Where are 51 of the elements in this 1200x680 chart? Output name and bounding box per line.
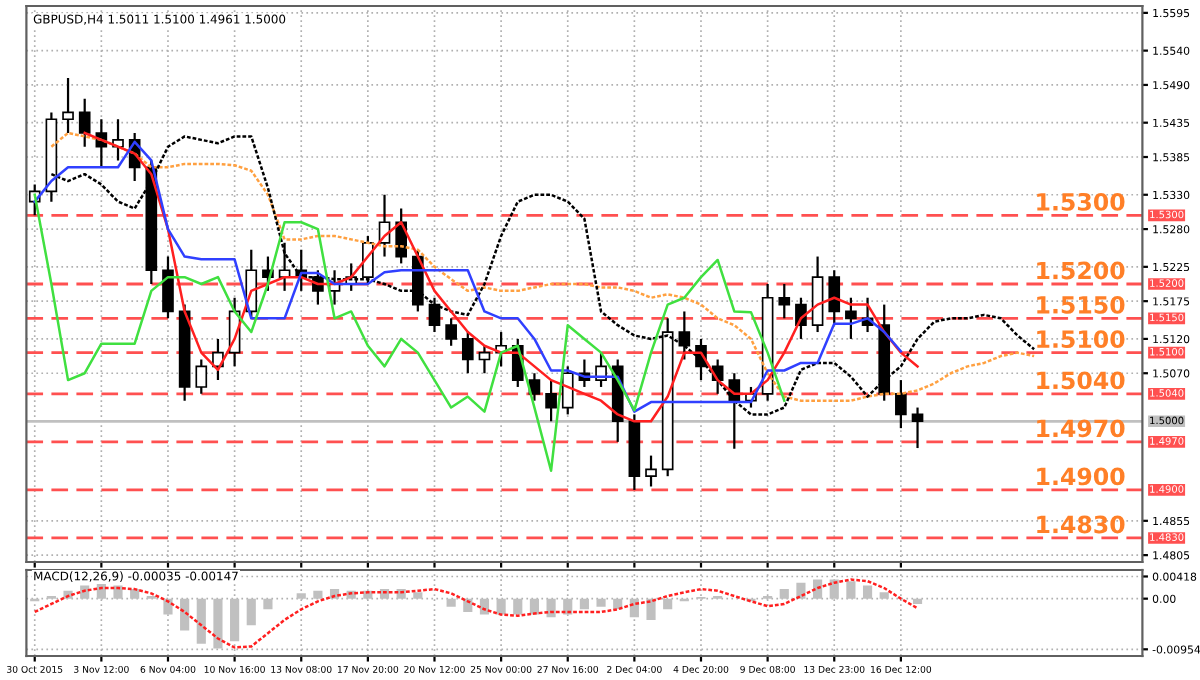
bar [779, 589, 789, 599]
candlestick [461, 330, 474, 375]
ref-line-label: 1.4900 [1037, 467, 1125, 486]
line-series [33, 578, 919, 649]
bar [579, 598, 589, 610]
bar [196, 598, 206, 644]
candlestick [561, 365, 574, 416]
candlestick [162, 255, 174, 320]
candlestick [845, 296, 857, 341]
bar [113, 585, 123, 599]
bar [230, 598, 240, 642]
bar [846, 581, 856, 599]
candlestick [778, 282, 791, 320]
candlestick [478, 344, 491, 375]
bar [313, 590, 323, 599]
candlestick [895, 378, 907, 430]
bar [180, 598, 190, 631]
ref-line-label: 1.5300 [1037, 192, 1125, 211]
candlestick [911, 406, 924, 450]
ref-line-label: 1.5100 [1037, 330, 1125, 349]
bar [563, 598, 573, 615]
bar [912, 598, 923, 604]
bar [862, 585, 873, 599]
bar [879, 592, 889, 599]
bar [246, 598, 256, 626]
bar [130, 589, 140, 599]
bar [496, 598, 506, 615]
candlestick [828, 269, 841, 327]
bar [296, 593, 306, 599]
candlestick [678, 310, 691, 361]
ref-line-label: 1.4830 [1037, 515, 1125, 534]
bar [829, 579, 839, 599]
ref-line-label: 1.5150 [1037, 295, 1125, 314]
bar [646, 598, 656, 620]
candlestick [645, 454, 657, 488]
bar [413, 592, 423, 599]
bar [263, 598, 273, 610]
bar [596, 598, 606, 607]
ref-line-label: 1.4970 [1037, 419, 1125, 438]
candlestick [62, 76, 74, 135]
bar [446, 598, 456, 607]
ref-line-label: 1.5040 [1037, 371, 1125, 390]
candlestick [545, 378, 557, 423]
candlestick [78, 97, 91, 148]
ref-line-label: 1.5200 [1037, 261, 1125, 280]
candlestick [445, 317, 457, 347]
bar [213, 598, 223, 649]
candlestick [195, 358, 208, 395]
bar [80, 585, 90, 599]
bar [663, 598, 673, 610]
bar [513, 598, 523, 615]
